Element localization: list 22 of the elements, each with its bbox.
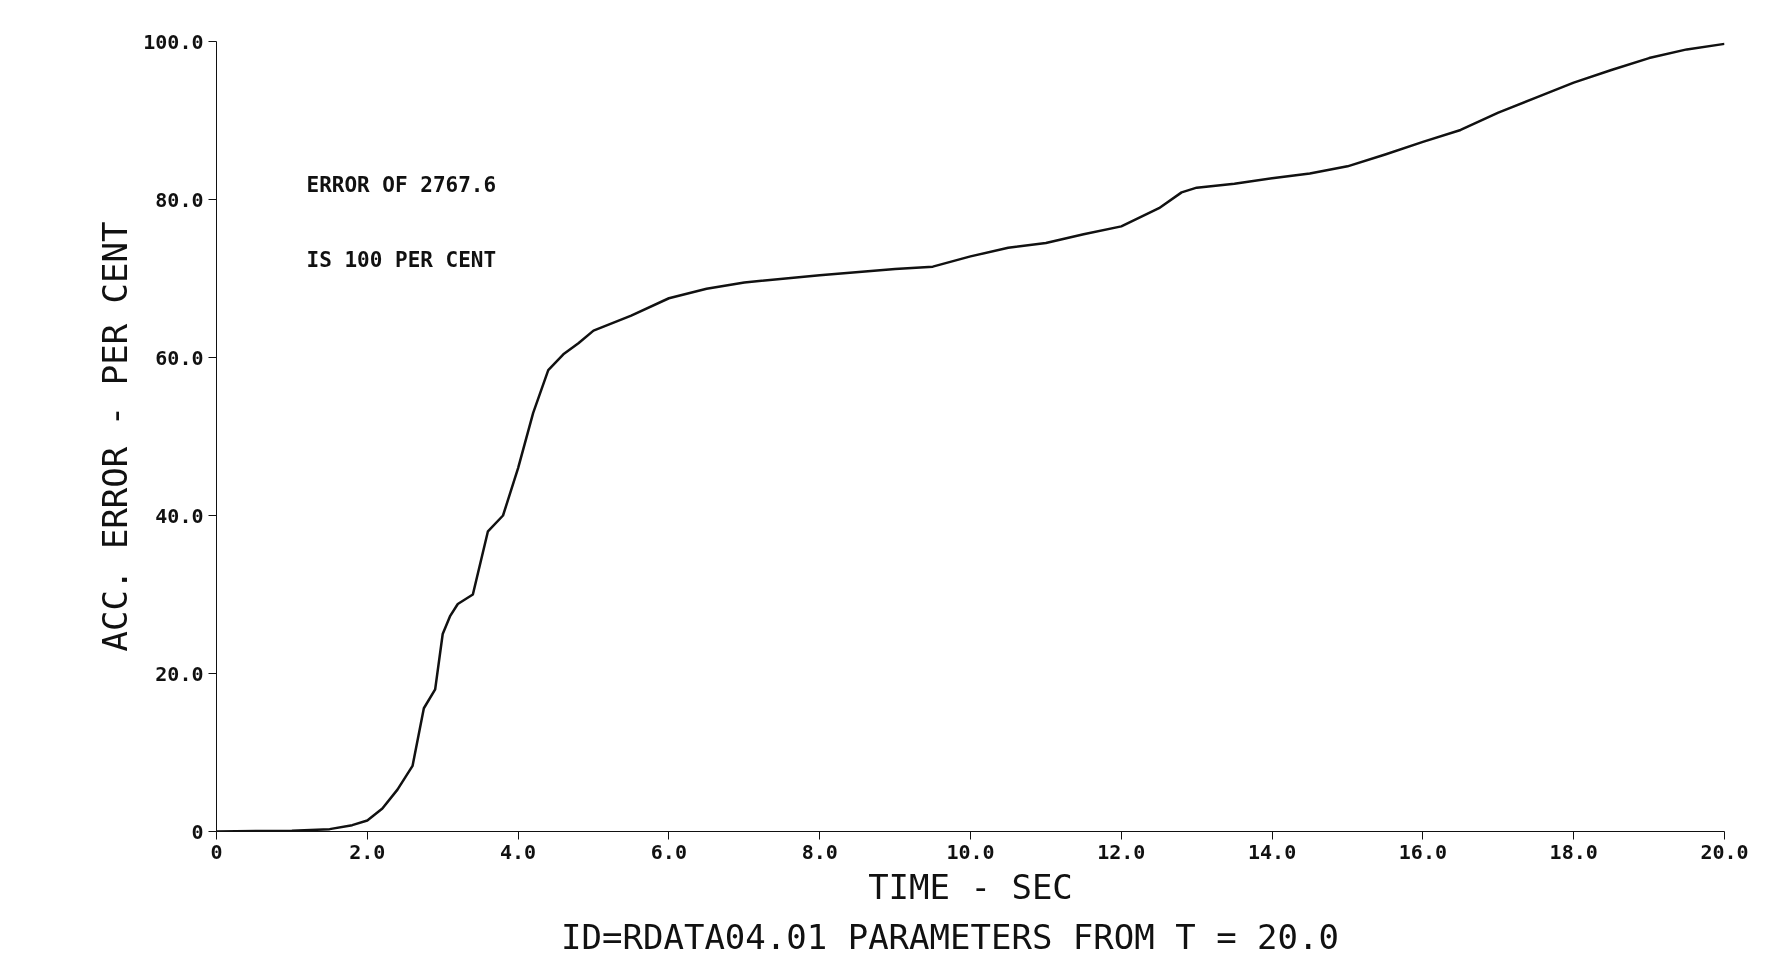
- x-tick-label: 0: [210, 839, 223, 864]
- y-tick-label: 40.0: [155, 503, 204, 528]
- x-tick-label: 8.0: [801, 839, 838, 864]
- x-tick-label: 12.0: [1097, 839, 1146, 864]
- y-tick-label: 60.0: [155, 345, 204, 370]
- y-tick-label: 80.0: [155, 187, 204, 212]
- annotation: ERROR OF 2767.6: [306, 172, 497, 197]
- y-tick-label: 0: [191, 819, 204, 844]
- y-axis-title: ACC. ERROR - PER CENT: [95, 221, 136, 652]
- x-tick-label: 10.0: [946, 839, 995, 864]
- x-tick-label: 20.0: [1700, 839, 1749, 864]
- x-tick-label: 4.0: [500, 839, 537, 864]
- annotation: IS 100 PER CENT: [306, 247, 497, 272]
- x-axis-title: TIME - SEC: [868, 866, 1073, 907]
- y-tick-label: 20.0: [155, 661, 204, 686]
- y-tick-label: 100.0: [143, 29, 204, 54]
- x-tick-label: 6.0: [650, 839, 687, 864]
- text: ID=RDATA04.01 PARAMETERS FROM T = 20.0: [561, 916, 1339, 957]
- x-tick-label: 2.0: [349, 839, 386, 864]
- x-tick-label: 14.0: [1248, 839, 1297, 864]
- x-tick-label: 16.0: [1398, 839, 1447, 864]
- x-tick-label: 18.0: [1549, 839, 1598, 864]
